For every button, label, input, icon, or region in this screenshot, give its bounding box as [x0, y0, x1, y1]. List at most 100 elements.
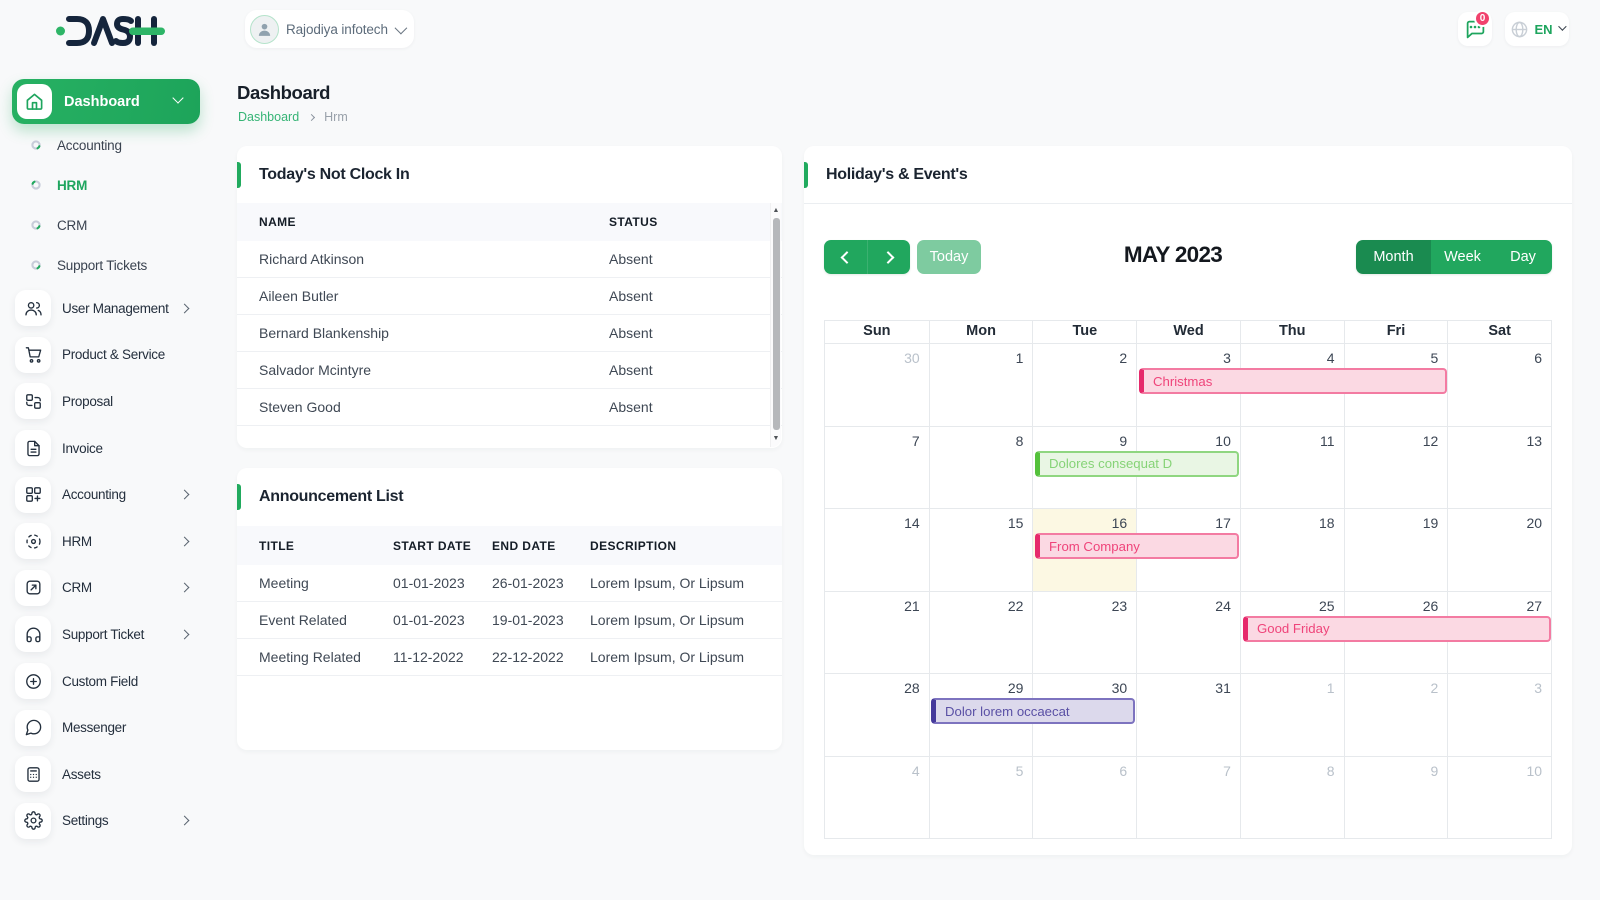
calendar-event-pink[interactable]: Good Friday — [1243, 615, 1551, 642]
calendar-day-cell[interactable]: 24 — [1136, 591, 1240, 673]
sidebar-subitem-hrm[interactable]: HRM — [0, 165, 212, 205]
clockin-cell: Aileen Butler — [259, 288, 339, 304]
calendar-day-cell[interactable]: 29 — [928, 674, 1033, 756]
sidebar-item-accounting[interactable]: Accounting — [0, 471, 212, 518]
sidebar-item-messenger[interactable]: Messenger — [0, 704, 212, 751]
calendar-event-purple[interactable]: Dolor lorem occaecat — [931, 698, 1135, 724]
card-accent-bar — [804, 162, 808, 188]
calendar-event-pink[interactable]: Christmas — [1139, 368, 1447, 394]
messages-button[interactable]: 0 — [1458, 10, 1492, 46]
calendar-day-cell[interactable]: 18 — [1239, 509, 1344, 591]
calendar-day-cell[interactable]: 8 — [928, 426, 1033, 508]
calendar-week-row: 28 29 30 31 1 2 3 Dolor lorem occaecat — [825, 674, 1551, 757]
calendar-event-pink[interactable]: From Company — [1035, 533, 1239, 559]
app-logo[interactable] — [55, 12, 165, 50]
sidebar-item-hrm[interactable]: HRM — [0, 518, 212, 565]
sidebar-item-assets[interactable]: Assets — [0, 751, 212, 798]
calendar-day-cell[interactable]: 19 — [1343, 509, 1448, 591]
calendar-day-cell[interactable]: 2 — [1343, 674, 1448, 756]
sidebar-item-settings[interactable]: Settings — [0, 798, 212, 845]
calendar-day-cell[interactable]: 30 — [825, 344, 929, 426]
calendar-day-cell[interactable]: 15 — [928, 509, 1033, 591]
calendar-date-number: 22 — [1007, 597, 1024, 614]
sidebar-item-label: CRM — [62, 580, 92, 596]
calendar-day-cell[interactable]: 3 — [1136, 344, 1240, 426]
calendar-day-cell[interactable]: 1 — [928, 344, 1033, 426]
calendar-day-cell[interactable]: 28 — [825, 674, 929, 756]
breadcrumb-home-link[interactable]: Dashboard — [238, 110, 300, 124]
calendar-date-number: 21 — [904, 597, 920, 614]
sidebar-subitem-accounting[interactable]: Accounting — [0, 125, 212, 165]
calendar-date-number: 10 — [1526, 762, 1543, 779]
calendar-event-green[interactable]: Dolores consequat D — [1035, 450, 1239, 477]
announcement-cell: 19-01-2023 — [492, 612, 564, 628]
announcement-row: Event Related 01-01-2023 19-01-2023 Lorem I… — [237, 602, 782, 639]
calendar-date-number: 30 — [904, 350, 920, 366]
sidebar-item-support-ticket[interactable]: Support Ticket — [0, 611, 212, 658]
chevron-right-icon — [179, 489, 190, 500]
calendar-date-number: 8 — [1326, 762, 1335, 779]
sidebar-subitem-crm[interactable]: CRM — [0, 205, 212, 245]
calendar-day-cell[interactable]: 2 — [1032, 344, 1136, 426]
chevron-down-icon — [1557, 22, 1567, 31]
calendar-day-cell[interactable]: 31 — [1136, 674, 1240, 756]
table-scrollbar[interactable]: ▲ ▼ — [770, 203, 781, 447]
sidebar-item-invoice[interactable]: Invoice — [0, 425, 212, 472]
clockin-cell: Absent — [609, 325, 653, 341]
calendar-date-number: 2 — [1430, 680, 1439, 696]
calendar-day-cell[interactable]: 10 — [1447, 756, 1551, 838]
calendar-view-day-button[interactable]: Day — [1494, 240, 1552, 274]
announcement-cell: 22-12-2022 — [492, 649, 564, 665]
calendar-today-button[interactable]: Today — [917, 240, 981, 274]
calendar-day-cell[interactable]: 21 — [825, 592, 929, 674]
calendar-grid: Sun Mon Tue Wed Thu Fri Sat 30 1 2 3 4 5 6 Christmas 7 8… — [824, 320, 1552, 839]
calendar-view-week-button[interactable]: Week — [1431, 240, 1494, 274]
scrollbar-thumb[interactable] — [772, 218, 780, 430]
scroll-down-arrow[interactable]: ▼ — [772, 435, 780, 442]
divider — [804, 203, 1572, 204]
calendar-day-cell[interactable]: 3 — [1447, 674, 1551, 756]
sidebar-subitem-support-tickets[interactable]: Support Tickets — [0, 245, 212, 285]
language-code: EN — [1534, 21, 1553, 37]
calendar-day-cell[interactable]: 6 — [1447, 344, 1551, 426]
sidebar-item-product-service[interactable]: Product & Service — [0, 332, 212, 379]
calendar-day-cell[interactable]: 4 — [825, 757, 929, 839]
calendar-day-cell[interactable]: 8 — [1239, 756, 1344, 838]
calendar-day-cell[interactable]: 1 — [1239, 674, 1344, 756]
calendar-day-cell[interactable]: 9 — [1343, 756, 1448, 838]
calendar-day-cell[interactable]: 6 — [1032, 756, 1136, 838]
calendar-day-cell[interactable]: 13 — [1447, 426, 1551, 508]
scroll-up-arrow[interactable]: ▲ — [772, 207, 780, 214]
calendar-date-number: 26 — [1422, 597, 1439, 614]
accounting-grid-icon — [15, 476, 51, 513]
company-selector[interactable]: Rajodiya infotech — [245, 10, 414, 48]
sidebar-item-proposal[interactable]: Proposal — [0, 378, 212, 425]
calendar-day-cell[interactable]: 7 — [825, 427, 929, 509]
calendar-day-cell[interactable]: 22 — [928, 591, 1033, 673]
language-selector[interactable]: EN — [1505, 12, 1569, 46]
calendar-date-number: 3 — [1223, 350, 1231, 366]
calendar-day-cell[interactable]: 23 — [1032, 591, 1136, 673]
calendar-day-cell[interactable]: 11 — [1239, 426, 1344, 508]
sidebar-item-label: HRM — [62, 533, 92, 549]
sidebar-item-crm[interactable]: CRM — [0, 565, 212, 612]
calendar-day-cell[interactable]: 12 — [1343, 426, 1448, 508]
calendar-day-cell[interactable]: 14 — [825, 509, 929, 591]
sidebar-item-custom-field[interactable]: Custom Field — [0, 658, 212, 705]
calendar-date-number: 13 — [1526, 432, 1543, 449]
sidebar: Dashboard Accounting HRM CRM Support Ticket… — [0, 58, 212, 900]
calendar-next-button[interactable] — [867, 240, 910, 274]
company-avatar — [250, 14, 279, 44]
calendar-view-month-button[interactable]: Month — [1356, 240, 1431, 274]
calendar-day-cell[interactable]: 25 — [1239, 591, 1344, 673]
calendar-day-cell[interactable]: 9 — [1032, 426, 1136, 508]
sidebar-item-dashboard[interactable]: Dashboard — [12, 79, 200, 124]
calendar-day-cell[interactable]: 7 — [1136, 756, 1240, 838]
sidebar-item-user-management[interactable]: User Management — [0, 285, 212, 332]
crm-icon — [15, 569, 51, 606]
calendar-prev-button[interactable] — [824, 240, 867, 274]
calendar-day-cell[interactable]: 5 — [928, 756, 1033, 838]
calendar-day-cell[interactable]: 20 — [1447, 509, 1551, 591]
clockin-header-row: NAME STATUS — [237, 203, 782, 241]
announcement-header-row: TITLE START DATE END DATE DESCRIPTION — [237, 526, 782, 565]
